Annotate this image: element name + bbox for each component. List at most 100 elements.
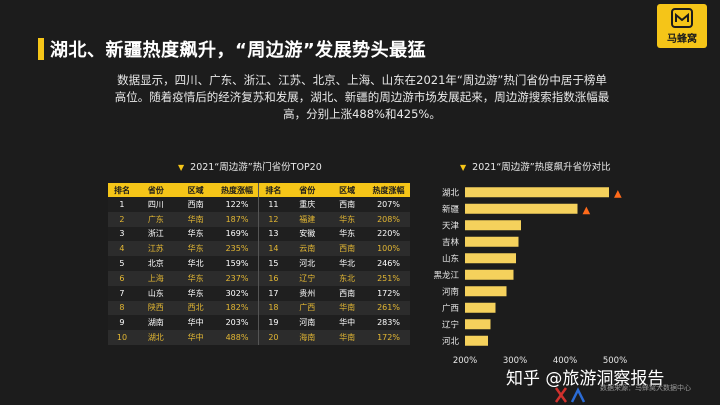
bar-category-label: 黑龙江 — [433, 270, 459, 281]
table-cell: 4 — [108, 241, 136, 257]
bar — [465, 269, 514, 280]
bar — [465, 220, 521, 231]
table-row: 8 陕西 西北 182% 18 广西 华南 261% — [108, 300, 410, 316]
table-header-cell: 热度涨幅 — [215, 183, 259, 197]
table-cell: 西南 — [327, 197, 368, 212]
table-cell: 北京 — [135, 256, 176, 271]
table-cell: 浙江 — [135, 226, 176, 242]
table-cell: 华中 — [327, 315, 368, 331]
table-row: 6 上海 华东 237% 16 辽宁 东北 251% — [108, 270, 410, 286]
bar-category-label: 山东 — [442, 253, 459, 264]
table-header-cell: 省份 — [287, 183, 328, 197]
table-cell: 246% — [367, 256, 410, 271]
bar-category-label: 广西 — [442, 303, 459, 314]
table-cell: 187% — [215, 211, 259, 227]
table-cell: 488% — [215, 330, 259, 345]
source-note: 数据来源：马蜂窝大数据中心 — [600, 384, 691, 392]
table-cell: 华南 — [175, 211, 216, 227]
chart-section-title: ▼ 2021“周边游”热度飙升省份对比 — [460, 159, 611, 173]
table-cell: 河南 — [287, 315, 328, 331]
table-cell: 辽宁 — [287, 270, 328, 286]
table-cell: 207% — [367, 197, 410, 212]
x-tick-label: 200% — [453, 356, 477, 366]
table-cell: 235% — [215, 241, 259, 257]
decor-chevron-mark — [570, 387, 586, 403]
table-cell: 贵州 — [287, 285, 328, 301]
bar — [465, 187, 609, 198]
table-cell: 华北 — [175, 256, 216, 271]
table-cell: 河北 — [287, 256, 328, 271]
table-cell: 广东 — [135, 211, 176, 227]
bar — [465, 319, 491, 330]
table-cell: 10 — [108, 330, 136, 345]
table-cell: 14 — [258, 241, 288, 257]
table-cell: 6 — [108, 270, 136, 286]
triangle-down-icon: ▼ — [460, 163, 467, 172]
table-cell: 福建 — [287, 211, 328, 227]
bar — [465, 286, 507, 297]
table-title-text: 2021“周边游”热门省份TOP20 — [190, 162, 322, 173]
table-cell: 东北 — [327, 270, 368, 286]
table-cell: 西南 — [327, 285, 368, 301]
bar-category-label: 河北 — [442, 336, 460, 347]
table-cell: 17 — [258, 285, 288, 301]
table-cell: 19 — [258, 315, 288, 331]
table-cell: 华南 — [327, 300, 368, 316]
table-cell: 华中 — [175, 330, 216, 345]
table-cell: 山东 — [135, 285, 176, 301]
table-cell: 15 — [258, 256, 288, 271]
table-row: 5 北京 华北 159% 15 河北 华北 246% — [108, 256, 410, 271]
table-cell: 169% — [215, 226, 259, 242]
table-cell: 122% — [215, 197, 259, 212]
table-cell: 华东 — [175, 285, 216, 301]
table-cell: 220% — [367, 226, 410, 242]
triangle-down-icon: ▼ — [178, 163, 185, 172]
table-cell: 251% — [367, 270, 410, 286]
table-header-cell: 区域 — [327, 183, 368, 197]
fire-icon: ▲ — [614, 188, 622, 199]
bar — [465, 302, 496, 313]
table-header-cell: 热度涨幅 — [367, 183, 410, 197]
table-cell: 261% — [367, 300, 410, 316]
table-cell: 华东 — [175, 270, 216, 286]
table-cell: 172% — [367, 285, 410, 301]
table-cell: 华东 — [327, 226, 368, 242]
bar-category-label: 新疆 — [442, 204, 460, 215]
table-cell: 西南 — [327, 241, 368, 257]
description-text: 数据显示，四川、广东、浙江、江苏、北京、上海、山东在2021年“周边游”热门省份… — [114, 73, 610, 121]
table-cell: 12 — [258, 211, 288, 227]
table-cell: 安徽 — [287, 226, 328, 242]
table-cell: 西北 — [175, 300, 216, 316]
table-row: 2 广东 华南 187% 12 福建 华东 208% — [108, 211, 410, 227]
table-cell: 100% — [367, 241, 410, 257]
table-row: 7 山东 华东 302% 17 贵州 西南 172% — [108, 285, 410, 301]
table-header-cell: 排名 — [258, 183, 288, 197]
table-row: 10 湖北 华中 488% 20 海南 华南 172% — [108, 330, 410, 345]
bar-category-label: 河南 — [442, 286, 459, 297]
table-header-cell: 区域 — [175, 183, 216, 197]
table-cell: 湖南 — [135, 315, 176, 331]
table-row: 1 四川 西南 122% 11 重庆 西南 207% — [108, 197, 410, 212]
table-cell: 四川 — [135, 197, 176, 212]
table-cell: 302% — [215, 285, 259, 301]
table-cell: 华东 — [327, 211, 368, 227]
table-cell: 江苏 — [135, 241, 176, 257]
bar — [465, 253, 516, 264]
bar — [465, 203, 578, 214]
table-cell: 华南 — [327, 330, 368, 345]
table-cell: 18 — [258, 300, 288, 316]
table-cell: 182% — [215, 300, 259, 316]
table-cell: 16 — [258, 270, 288, 286]
table-cell: 208% — [367, 211, 410, 227]
table-cell: 华东 — [175, 226, 216, 242]
table-cell: 5 — [108, 256, 136, 271]
bar-category-label: 天津 — [442, 220, 460, 231]
table-section-title: ▼ 2021“周边游”热门省份TOP20 — [178, 159, 322, 173]
table-cell: 237% — [215, 270, 259, 286]
logo-text: 马蜂窝 — [667, 34, 697, 45]
table-cell: 华中 — [175, 315, 216, 331]
top20-table: 排名 省份 区域 热度涨幅 排名 省份 区域 热度涨幅 1 四川 西南 122% 11 重… — [108, 183, 410, 345]
bar-category-label: 吉林 — [442, 237, 460, 248]
